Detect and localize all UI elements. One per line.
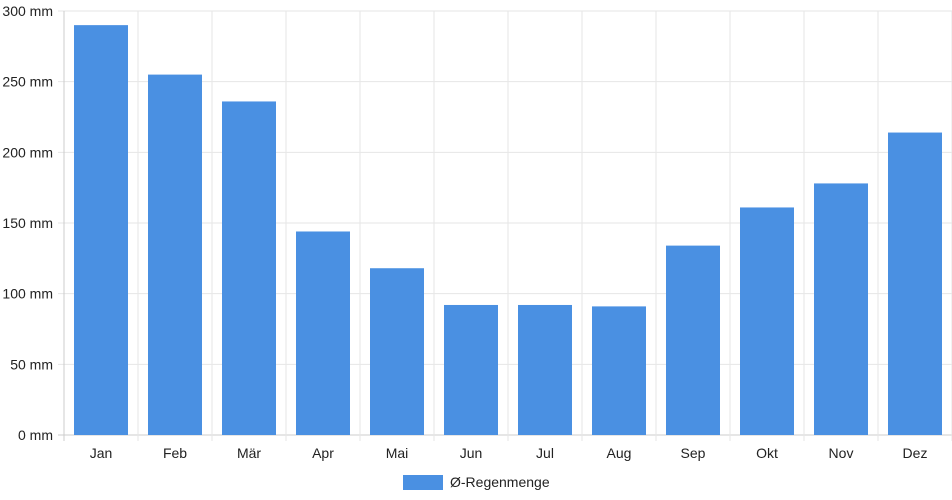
x-tick-label: Dez — [903, 445, 928, 461]
y-axis: 0 mm 50 mm 100 mm 150 mm 200 mm 250 mm 300 mm — [2, 3, 53, 443]
x-tick-label: Nov — [829, 445, 854, 461]
legend-label[interactable]: Ø-Regenmenge — [450, 474, 550, 490]
bar-Jan[interactable] — [74, 25, 128, 436]
bar-Jun[interactable] — [444, 304, 498, 435]
x-tick-label: Sep — [681, 445, 706, 461]
y-tick-label: 250 mm — [2, 74, 53, 90]
y-tick-label: 200 mm — [2, 144, 53, 160]
bar-Feb[interactable] — [148, 74, 202, 435]
bar-Nov[interactable] — [814, 183, 868, 435]
x-tick-label: Mai — [386, 445, 409, 461]
y-tick-label: 150 mm — [2, 215, 53, 231]
y-tick-label: 50 mm — [10, 356, 53, 372]
chart-grid — [58, 10, 952, 441]
chart-bars — [74, 25, 942, 436]
x-tick-label: Jan — [90, 445, 113, 461]
legend-swatch[interactable] — [403, 475, 443, 490]
x-tick-label: Apr — [312, 445, 334, 461]
x-axis: Jan Feb Mär Apr Mai Jun Jul Aug Sep Okt Nov Dez — [90, 445, 928, 461]
x-tick-label: Jun — [460, 445, 483, 461]
bar-Dez[interactable] — [888, 132, 942, 435]
bar-Mai[interactable] — [370, 268, 424, 435]
x-tick-label: Okt — [756, 445, 778, 461]
bar-Sep[interactable] — [666, 245, 720, 435]
bar-Mär[interactable] — [222, 101, 276, 435]
y-tick-label: 300 mm — [2, 3, 53, 19]
y-tick-label: 100 mm — [2, 286, 53, 302]
x-tick-label: Feb — [163, 445, 187, 461]
x-tick-label: Mär — [237, 445, 261, 461]
bar-Jul[interactable] — [518, 304, 572, 435]
x-tick-label: Jul — [536, 445, 554, 461]
x-tick-label: Aug — [607, 445, 632, 461]
bar-Okt[interactable] — [740, 207, 794, 435]
y-tick-label: 0 mm — [18, 427, 53, 443]
bar-Apr[interactable] — [296, 231, 350, 435]
chart-legend[interactable]: Ø-Regenmenge — [403, 474, 550, 490]
bar-Aug[interactable] — [592, 306, 646, 435]
